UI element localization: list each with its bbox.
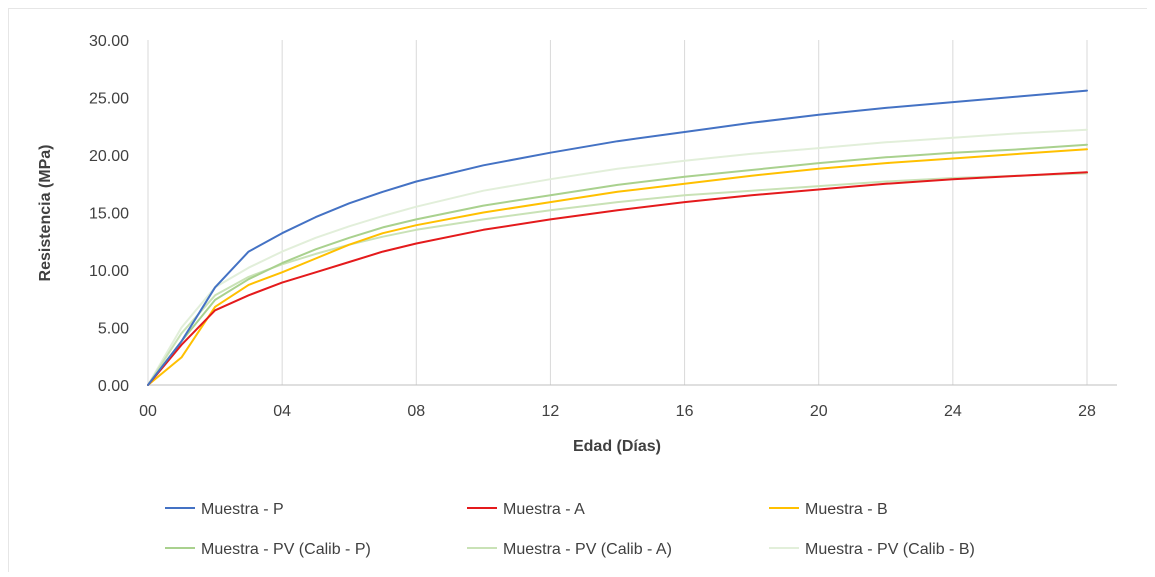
x-tick-label: 12 <box>542 403 560 420</box>
legend-label: Muestra - PV (Calib - P) <box>201 541 371 558</box>
chart-frame-left <box>8 8 9 572</box>
axes <box>147 40 1117 386</box>
y-tick-label: 10.00 <box>89 263 129 280</box>
x-tick-label: 20 <box>810 403 828 420</box>
tick-labels: 00 04 08 12 16 20 24 28 0.00 5.00 10.00 15.00 20.00 2… <box>89 33 1096 420</box>
series-line-4 <box>147 143 1088 386</box>
chart-frame-top <box>8 8 1147 9</box>
legend-label: Muestra - B <box>805 501 888 518</box>
legend-label: Muestra - PV (Calib - B) <box>805 541 975 558</box>
legend: Muestra - P Muestra - A Muestra - B Muestra… <box>165 501 975 558</box>
x-tick-label: 04 <box>273 403 291 420</box>
y-tick-label: 0.00 <box>98 378 129 395</box>
x-tick-label: 28 <box>1078 403 1096 420</box>
y-tick-label: 20.00 <box>89 148 129 165</box>
grid-lines <box>281 40 1088 385</box>
legend-label: Muestra - PV (Calib - A) <box>503 541 672 558</box>
series-lines <box>147 89 1088 386</box>
x-tick-label: 16 <box>676 403 694 420</box>
x-axis-title: Edad (Días) <box>573 438 661 455</box>
y-axis-title: Resistencia (MPa) <box>37 145 54 282</box>
x-tick-label: 08 <box>407 403 425 420</box>
series-line-2 <box>147 171 1088 386</box>
y-tick-label: 30.00 <box>89 33 129 50</box>
legend-label: Muestra - P <box>201 501 284 518</box>
y-tick-label: 25.00 <box>89 91 129 108</box>
series-line-6 <box>147 128 1088 386</box>
series-line-5 <box>147 172 1088 386</box>
y-tick-label: 15.00 <box>89 206 129 223</box>
x-tick-label: 24 <box>944 403 962 420</box>
series-line-1 <box>147 89 1088 386</box>
series-line-3 <box>147 148 1088 386</box>
x-tick-label: 00 <box>139 403 157 420</box>
legend-label: Muestra - A <box>503 501 585 518</box>
y-tick-label: 5.00 <box>98 321 129 338</box>
